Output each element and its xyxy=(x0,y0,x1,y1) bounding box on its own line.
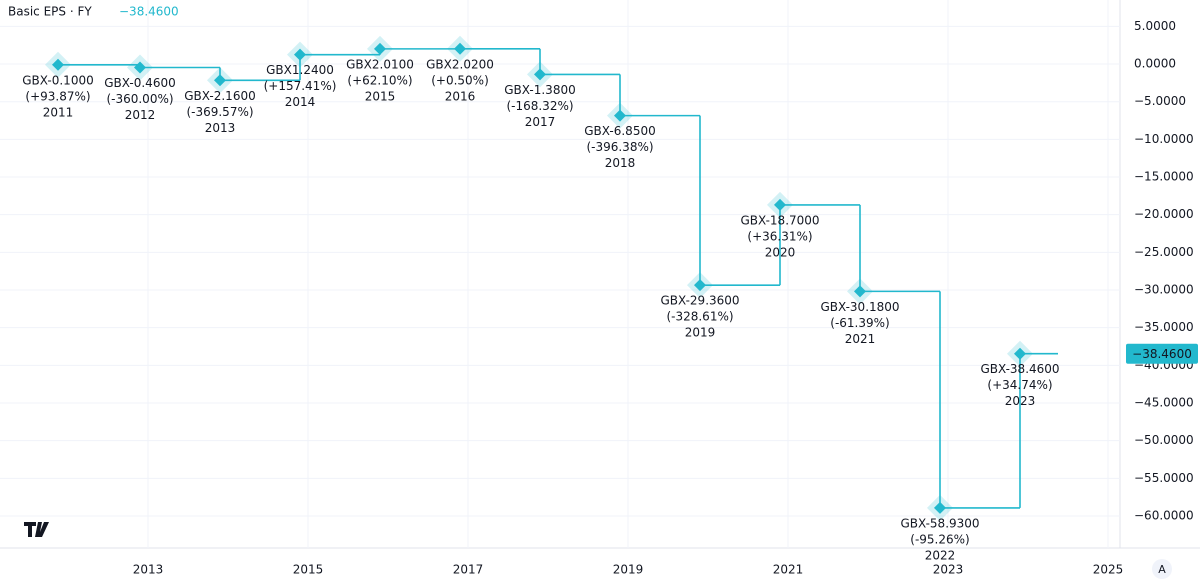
x-tick-label: 2015 xyxy=(293,563,324,577)
y-tick-label: −20.0000 xyxy=(1134,207,1194,221)
y-tick-label: −45.0000 xyxy=(1134,395,1194,409)
svg-text:A: A xyxy=(1158,563,1166,576)
point xyxy=(1014,347,1026,360)
change-label: (+62.10%) xyxy=(347,73,412,87)
change-label: (-168.32%) xyxy=(506,99,573,113)
point xyxy=(934,501,946,514)
auto-scale-button[interactable]: A xyxy=(1152,559,1172,579)
point xyxy=(214,74,226,87)
value-label: GBX2.0200 xyxy=(426,57,494,71)
year-label: 2018 xyxy=(605,156,636,170)
y-tick-label: 5.0000 xyxy=(1134,19,1176,33)
year-label: 2015 xyxy=(365,89,396,103)
value-label: GBX-38.4600 xyxy=(980,362,1059,376)
year-label: 2020 xyxy=(765,245,796,259)
point xyxy=(454,42,466,55)
change-label: (+157.41%) xyxy=(264,79,337,93)
point xyxy=(374,42,386,55)
year-label: 2016 xyxy=(445,89,476,103)
year-label: 2012 xyxy=(125,108,156,122)
year-label: 2017 xyxy=(525,115,556,129)
change-label: (+93.87%) xyxy=(25,89,90,103)
value-label: GBX-29.3600 xyxy=(660,294,739,308)
value-label: GBX-2.1600 xyxy=(184,89,255,103)
grid xyxy=(0,0,1120,548)
y-tick-label: −60.0000 xyxy=(1134,508,1194,522)
value-label: GBX2.0100 xyxy=(346,57,414,71)
value-label: GBX1.2400 xyxy=(266,63,334,77)
y-tick-label: −30.0000 xyxy=(1134,283,1194,297)
y-tick-label: −10.0000 xyxy=(1134,132,1194,146)
year-label: 2021 xyxy=(845,332,876,346)
point xyxy=(294,48,306,61)
value-label: GBX-18.7000 xyxy=(740,213,819,227)
point xyxy=(694,279,706,292)
change-label: (-360.00%) xyxy=(106,92,173,106)
value-label: GBX-58.9300 xyxy=(900,516,979,530)
change-label: (+36.31%) xyxy=(747,229,812,243)
y-tick-label: 0.0000 xyxy=(1134,57,1176,71)
point xyxy=(614,109,626,122)
point xyxy=(854,285,866,298)
value-label: GBX-0.1000 xyxy=(22,73,93,87)
point xyxy=(534,68,546,81)
plot xyxy=(45,35,1058,521)
y-tick-label: −25.0000 xyxy=(1134,245,1194,259)
change-label: (+0.50%) xyxy=(431,73,489,87)
value-label: GBX-1.3800 xyxy=(504,83,575,97)
x-tick-label: 2013 xyxy=(133,563,164,577)
y-tick-label: −5.0000 xyxy=(1134,94,1186,108)
change-label: (-369.57%) xyxy=(186,105,253,119)
x-tick-label: 2025 xyxy=(1093,563,1124,577)
value-label: GBX-0.4600 xyxy=(104,76,175,90)
last-value-badge xyxy=(1126,343,1198,364)
header-value: −38.4600 xyxy=(119,5,179,19)
year-label: 2011 xyxy=(43,105,74,119)
value-label: GBX-30.1800 xyxy=(820,300,899,314)
x-tick-label: 2019 xyxy=(613,563,644,577)
point xyxy=(52,58,64,71)
change-label: (-95.26%) xyxy=(910,532,969,546)
year-label: 2013 xyxy=(205,121,236,135)
chart-title: Basic EPS · FY xyxy=(8,5,92,19)
year-label: 2014 xyxy=(285,95,316,109)
y-tick-label: −15.0000 xyxy=(1134,170,1194,184)
y-tick-label: −35.0000 xyxy=(1134,320,1194,334)
year-label: 2019 xyxy=(685,326,716,340)
x-tick-label: 2023 xyxy=(933,563,964,577)
logo xyxy=(24,522,49,537)
change-label: (-328.61%) xyxy=(666,310,733,324)
year-label: 2022 xyxy=(925,548,956,562)
y-tick-label: −50.0000 xyxy=(1134,433,1194,447)
y-tick-label: −55.0000 xyxy=(1134,471,1194,485)
point xyxy=(774,198,786,211)
change-label: (-61.39%) xyxy=(830,316,889,330)
x-tick-label: 2017 xyxy=(453,563,484,577)
value-label: GBX-6.8500 xyxy=(584,124,655,138)
point xyxy=(134,61,146,74)
last-value-label: −38.4600 xyxy=(1132,347,1192,361)
change-label: (-396.38%) xyxy=(586,140,653,154)
year-label: 2023 xyxy=(1005,394,1036,408)
x-tick-label: 2021 xyxy=(773,563,804,577)
change-label: (+34.74%) xyxy=(987,378,1052,392)
